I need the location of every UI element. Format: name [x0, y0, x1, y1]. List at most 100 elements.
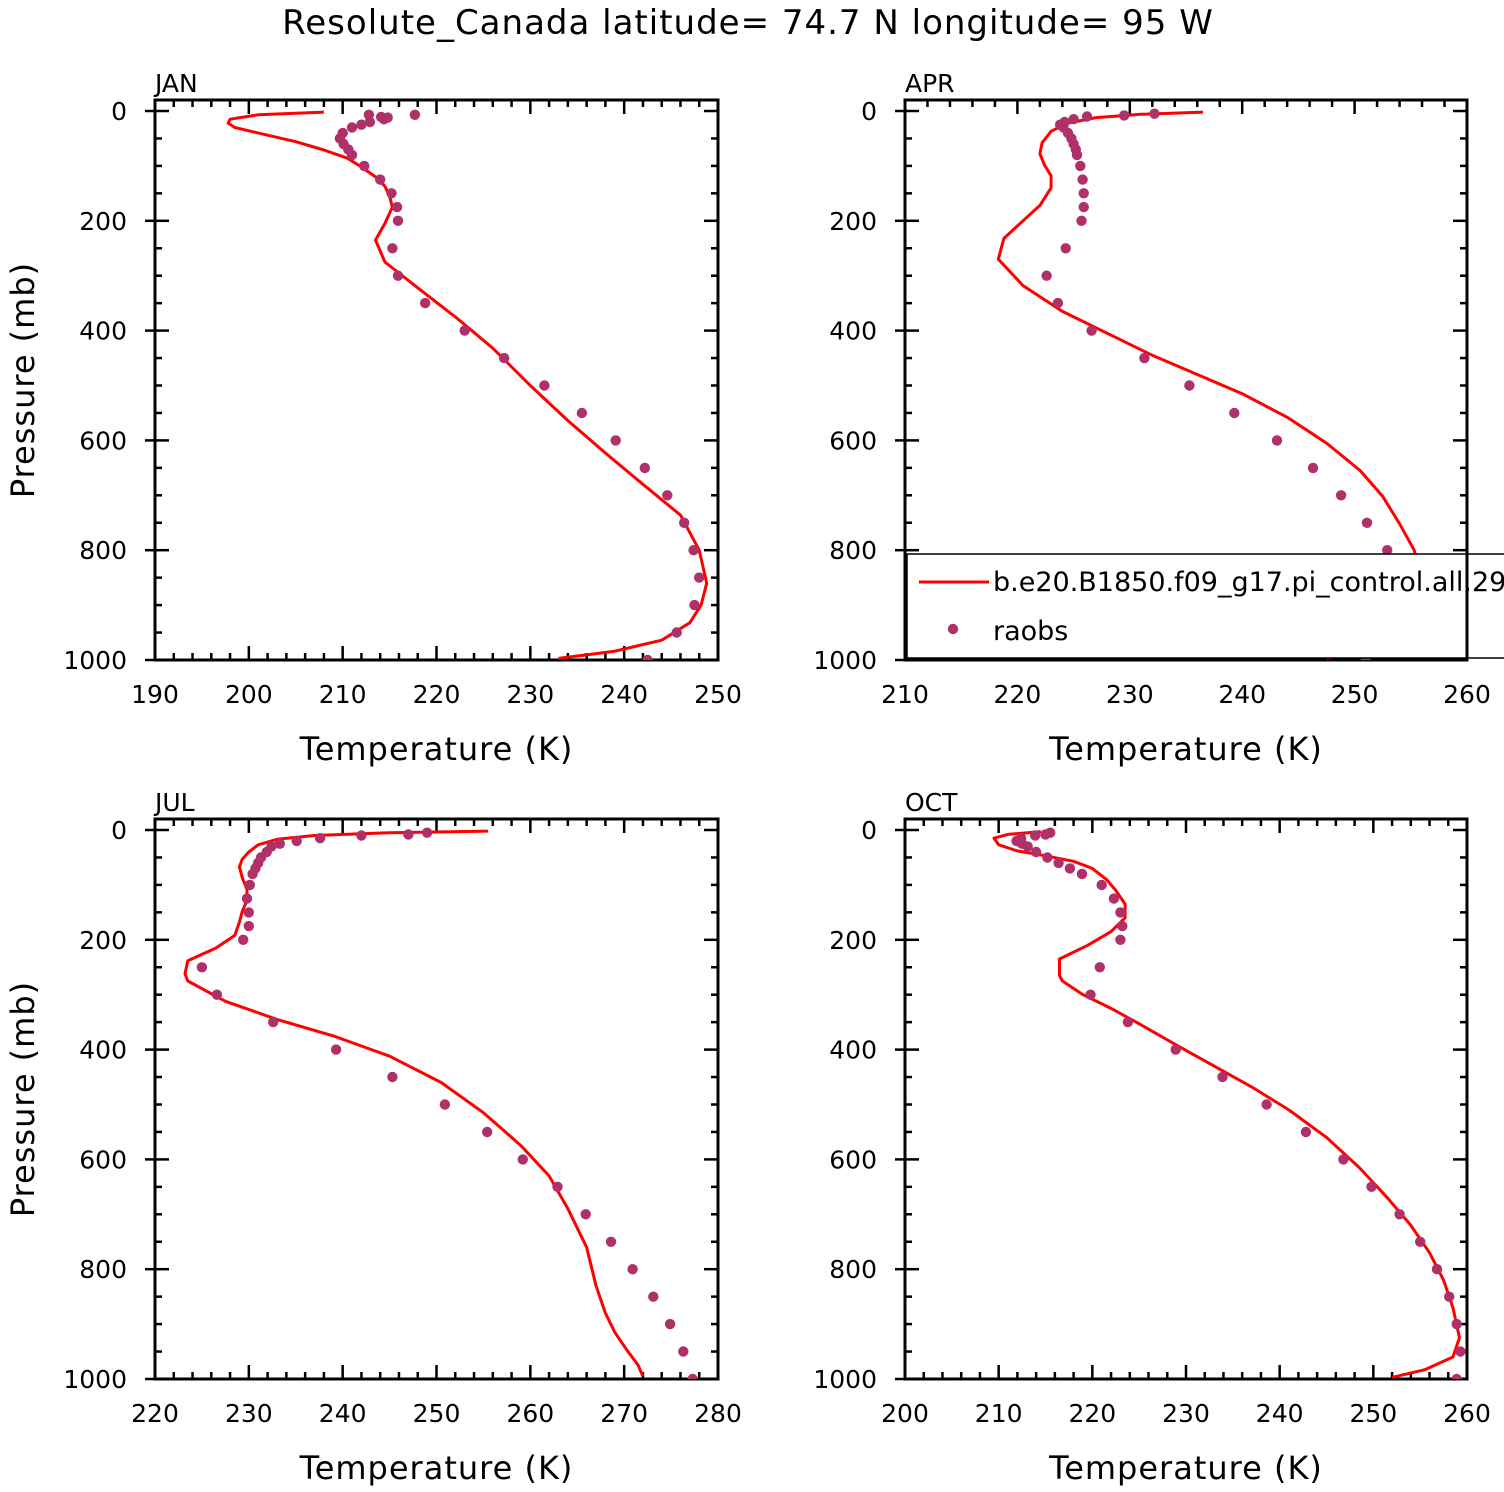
obs-point — [1338, 1154, 1349, 1165]
panel-oct: OCT 200 210 220 230 240 250 260 0 200 400 600 800 100… — [813, 788, 1490, 1487]
obs-point — [1382, 545, 1393, 556]
obs-point — [268, 1016, 279, 1028]
x-tick-label: 250 — [1349, 1399, 1397, 1428]
obs-point — [346, 122, 358, 133]
obs-point — [1271, 435, 1283, 446]
panel-jul: JUL 220 230 240 250 260 270 280 0 200 400 600 800 100… — [4, 788, 742, 1487]
x-axis-label: Temperature (K) — [1048, 730, 1323, 768]
obs-point — [386, 188, 397, 199]
obs-point — [1030, 846, 1042, 858]
series-group — [992, 827, 1466, 1379]
panel-title: JAN — [153, 69, 198, 98]
obs-point — [291, 835, 302, 847]
x-tick-label: 220 — [1068, 1399, 1116, 1428]
x-tick-label: 260 — [1443, 1399, 1491, 1428]
obs-point — [330, 1044, 342, 1055]
obs-point — [274, 838, 285, 849]
obs-point — [639, 462, 650, 474]
x-tick-label: 210 — [319, 680, 367, 709]
obs-point — [196, 962, 208, 973]
obs-point — [1361, 517, 1373, 528]
x-tick-label: 250 — [1331, 680, 1379, 709]
obs-point — [1455, 1346, 1466, 1357]
obs-point — [314, 833, 326, 844]
obs-point — [580, 1209, 591, 1220]
obs-point — [1040, 829, 1051, 840]
x-tick-label: 210 — [975, 1399, 1023, 1428]
obs-point — [552, 1181, 563, 1193]
obs-point — [1078, 188, 1089, 199]
obs-point — [689, 599, 700, 611]
obs-point — [642, 654, 653, 660]
x-axis-label: Temperature (K) — [1048, 1449, 1323, 1487]
obs-point — [1042, 852, 1053, 863]
y-tick-label: 400 — [829, 317, 877, 346]
obs-point — [687, 1373, 698, 1379]
obs-point — [1071, 149, 1083, 161]
x-tick-label: 190 — [131, 680, 179, 709]
obs-point — [1041, 270, 1052, 281]
y-tick-label: 800 — [829, 1255, 877, 1284]
model-line — [226, 110, 709, 660]
obs-point — [1096, 879, 1107, 891]
figure-title: Resolute_Canada latitude= 74.7 N longitu… — [282, 3, 1214, 43]
y-tick-label: 200 — [829, 926, 877, 955]
obs-point — [1122, 1016, 1134, 1028]
x-tick-label: 240 — [600, 680, 648, 709]
obs-point — [576, 407, 588, 419]
y-tick-label: 200 — [79, 926, 127, 955]
x-axis-label: Temperature (K) — [299, 1449, 574, 1487]
obs-point — [1068, 114, 1079, 125]
y-tick-label: 1000 — [813, 646, 877, 675]
obs-point — [678, 1346, 689, 1357]
obs-point — [392, 215, 404, 226]
obs-point — [662, 490, 673, 501]
panel-title: APR — [905, 69, 955, 98]
obs-point — [1119, 110, 1130, 121]
obs-point — [243, 907, 254, 918]
obs-point — [1085, 989, 1096, 1000]
y-axis-label: Pressure (mb) — [4, 981, 42, 1217]
y-tick-label: 400 — [829, 1036, 877, 1065]
obs-point — [391, 201, 403, 213]
obs-point — [1076, 868, 1088, 880]
x-tick-label: 230 — [1106, 680, 1154, 709]
obs-point — [356, 830, 367, 841]
x-tick-label: 200 — [225, 680, 273, 709]
y-tick-label: 200 — [829, 207, 877, 236]
y-tick-label: 400 — [79, 1036, 127, 1065]
obs-point — [1431, 1264, 1443, 1275]
obs-point — [1415, 1236, 1426, 1248]
obs-point — [627, 1264, 638, 1275]
legend-obs-label: raobs — [993, 616, 1068, 647]
obs-point — [1022, 841, 1033, 852]
obs-point — [1060, 243, 1071, 254]
x-axis-label: Temperature (K) — [299, 730, 574, 768]
x-tick-label: 240 — [1256, 1399, 1304, 1428]
obs-point — [346, 149, 358, 161]
obs-point — [364, 116, 376, 128]
x-tick-label: 210 — [881, 680, 929, 709]
legend-model-label: b.e20.B1850.f09_g17.pi_control.all.297 — [993, 567, 1504, 598]
obs-point — [375, 174, 386, 185]
obs-point — [679, 517, 690, 528]
panel-apr: APR 210 220 230 240 250 260 0 200 400 600 800 1000 Te… — [813, 69, 1490, 768]
obs-point — [517, 1154, 528, 1165]
obs-point — [1075, 160, 1086, 172]
plot-frame — [903, 817, 1469, 1381]
x-tick-label: 240 — [1218, 680, 1266, 709]
y-tick-label: 0 — [861, 816, 877, 845]
x-tick-label: 230 — [1162, 1399, 1210, 1428]
model-line — [992, 830, 1461, 1379]
obs-point — [1217, 1071, 1228, 1083]
x-tick-label: 280 — [694, 1399, 742, 1428]
y-tick-label: 200 — [79, 207, 127, 236]
obs-point — [241, 893, 253, 904]
y-tick-label: 800 — [79, 536, 127, 565]
obs-point — [238, 934, 249, 945]
x-tick-label: 260 — [1443, 680, 1491, 709]
obs-point — [1086, 325, 1097, 336]
obs-point — [1139, 352, 1150, 364]
obs-point — [688, 545, 699, 556]
obs-point — [539, 380, 550, 391]
